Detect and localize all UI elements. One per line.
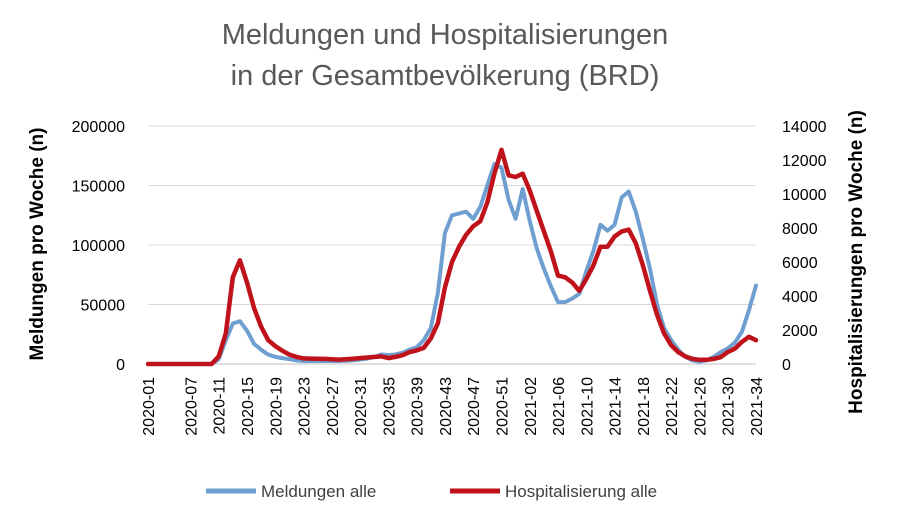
- series-lines: [145, 147, 759, 367]
- x-tick-label: 2020-35: [381, 377, 398, 436]
- right-tick-label: 10000: [782, 187, 827, 204]
- x-tick-label: 2020-27: [325, 377, 342, 436]
- x-tick-label: 2020-23: [297, 377, 314, 436]
- x-tick-label: 2020-31: [353, 377, 370, 436]
- left-tick-label: 100000: [72, 238, 125, 255]
- legend-label-meldungen: Meldungen alle: [261, 482, 376, 501]
- x-tick-label: 2020-11: [212, 377, 229, 435]
- left-tick-label: 50000: [81, 298, 126, 315]
- right-tick-label: 8000: [782, 221, 818, 238]
- x-tick-label: 2021-22: [664, 377, 681, 436]
- series-line-meldungen: [146, 162, 758, 366]
- x-tick-label: 2020-39: [410, 377, 427, 436]
- x-tick-label: 2020-15: [240, 377, 257, 436]
- x-tick-label: 2020-51: [494, 377, 511, 436]
- legend: Meldungen alle Hospitalisierung alle: [206, 482, 657, 501]
- x-tick-label: 2020-01: [141, 377, 158, 436]
- series-line-hospitalisierung: [145, 147, 759, 367]
- x-tick-label: 2021-06: [551, 377, 568, 436]
- legend-label-hospitalisierung: Hospitalisierung alle: [505, 482, 657, 501]
- chart-title-line-1: Meldungen und Hospitalisierungen: [222, 19, 669, 51]
- left-axis-title: Meldungen pro Woche (n): [27, 128, 48, 361]
- right-tick-label: 14000: [782, 119, 827, 136]
- x-tick-label: 2020-43: [438, 377, 455, 436]
- right-axis-ticks: 0 2000 4000 6000 8000 10000 12000 14000: [782, 119, 827, 374]
- chart-title-line-2: in der Gesamtbevölkerung (BRD): [231, 60, 660, 92]
- x-tick-label: 2021-02: [523, 377, 540, 436]
- x-tick-label: 2021-34: [749, 377, 766, 436]
- left-tick-label: 0: [116, 357, 125, 374]
- right-axis-title: Hospitalisierungen pro Woche (n): [846, 110, 867, 414]
- right-tick-label: 12000: [782, 153, 827, 170]
- right-tick-label: 4000: [782, 289, 818, 306]
- x-tick-label: 2020-47: [466, 377, 483, 436]
- right-tick-label: 2000: [782, 323, 818, 340]
- x-tick-label: 2021-26: [692, 377, 709, 436]
- right-tick-label: 6000: [782, 255, 818, 272]
- x-tick-label: 2021-30: [721, 377, 738, 436]
- right-tick-label: 0: [782, 357, 791, 374]
- x-tick-label: 2021-10: [579, 377, 596, 436]
- x-axis-ticks: 2020-01 2020-07 2020-11 2020-15 2020-19 2020-…: [141, 377, 766, 436]
- x-tick-label: 2020-07: [183, 377, 200, 436]
- x-tick-label: 2020-19: [268, 377, 285, 436]
- x-tick-label: 2021-14: [608, 377, 625, 436]
- x-tick-label: 2021-18: [636, 377, 653, 436]
- left-tick-label: 200000: [72, 119, 125, 136]
- left-axis-ticks: 0 50000 100000 150000 200000: [72, 119, 125, 374]
- left-tick-label: 150000: [72, 179, 125, 196]
